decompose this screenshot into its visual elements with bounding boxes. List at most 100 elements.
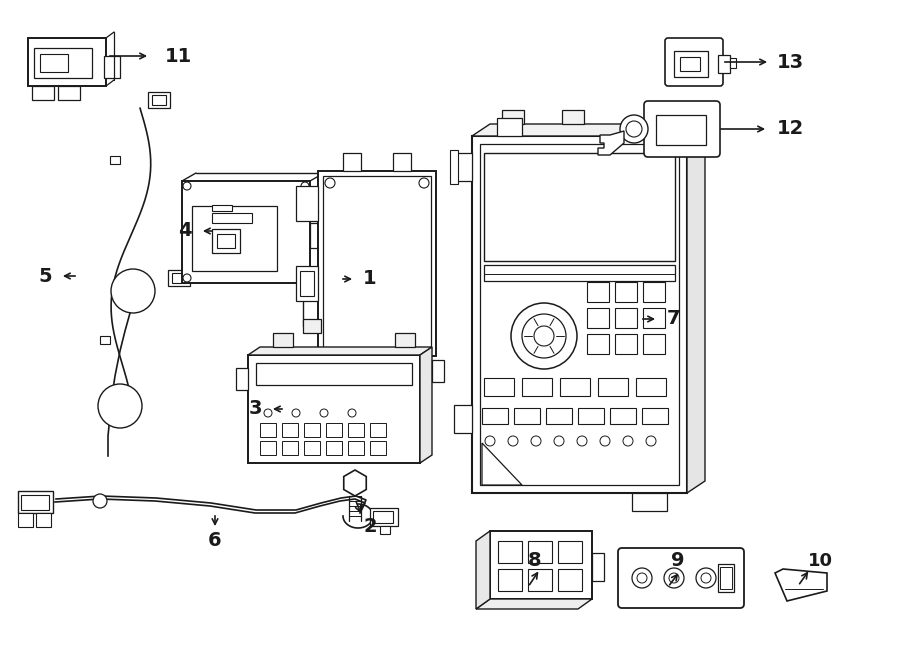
Polygon shape	[476, 531, 490, 609]
Text: 8: 8	[528, 551, 542, 570]
Bar	[587, 308, 609, 328]
Bar	[720, 567, 732, 589]
Bar	[348, 441, 364, 455]
FancyBboxPatch shape	[665, 38, 723, 86]
Text: 10: 10	[807, 552, 833, 570]
Bar	[28, 38, 106, 86]
Text: 11: 11	[165, 46, 193, 65]
Circle shape	[508, 436, 518, 446]
Bar	[34, 48, 92, 78]
Bar	[592, 553, 604, 581]
Polygon shape	[248, 347, 432, 355]
Polygon shape	[476, 599, 592, 609]
Bar	[730, 58, 736, 68]
Text: 13: 13	[777, 52, 804, 71]
Circle shape	[292, 409, 300, 417]
Bar	[498, 569, 522, 591]
Bar	[192, 206, 277, 271]
Bar	[484, 153, 675, 261]
Circle shape	[620, 115, 648, 143]
Bar	[514, 408, 540, 424]
Bar	[718, 55, 730, 73]
Bar	[36, 513, 51, 527]
Circle shape	[577, 436, 587, 446]
Circle shape	[646, 436, 656, 446]
Circle shape	[301, 182, 309, 190]
Bar	[615, 282, 637, 302]
Bar	[110, 156, 120, 164]
Bar	[636, 378, 666, 396]
Text: 1: 1	[364, 270, 377, 288]
Circle shape	[534, 326, 554, 346]
Bar	[558, 569, 582, 591]
Bar	[642, 408, 668, 424]
Bar	[522, 378, 552, 396]
Polygon shape	[420, 347, 432, 463]
Bar	[370, 423, 386, 437]
Polygon shape	[472, 124, 705, 136]
Bar	[454, 405, 472, 433]
Bar	[587, 282, 609, 302]
Bar	[260, 423, 276, 437]
Bar	[598, 378, 628, 396]
Circle shape	[183, 274, 191, 282]
Polygon shape	[482, 443, 522, 485]
Bar	[32, 86, 54, 100]
Text: 9: 9	[671, 551, 685, 570]
Circle shape	[320, 409, 328, 417]
Bar	[282, 423, 298, 437]
Bar	[348, 423, 364, 437]
Circle shape	[419, 178, 429, 188]
Bar	[212, 205, 232, 211]
Text: 12: 12	[777, 120, 804, 139]
Bar	[656, 115, 706, 145]
Bar	[256, 363, 412, 385]
Bar	[578, 408, 604, 424]
Polygon shape	[490, 531, 592, 599]
Circle shape	[485, 436, 495, 446]
Circle shape	[623, 436, 633, 446]
Bar	[380, 526, 390, 534]
Bar	[657, 122, 677, 136]
Text: 5: 5	[38, 266, 52, 286]
Bar	[432, 360, 444, 382]
Bar	[502, 110, 524, 124]
Circle shape	[301, 274, 309, 282]
Bar	[172, 273, 186, 283]
Circle shape	[600, 436, 610, 446]
Bar	[370, 441, 386, 455]
Bar	[300, 271, 314, 296]
Bar	[323, 176, 431, 351]
Circle shape	[348, 409, 356, 417]
Circle shape	[347, 475, 363, 491]
Bar	[373, 511, 393, 523]
Bar	[148, 92, 170, 108]
Bar	[674, 51, 708, 77]
Bar	[236, 368, 248, 390]
Bar	[497, 118, 522, 136]
Bar	[310, 223, 324, 248]
Bar	[370, 508, 398, 526]
Circle shape	[664, 568, 684, 588]
Bar	[217, 234, 235, 248]
Bar	[680, 57, 700, 71]
Bar	[643, 334, 665, 354]
Bar	[610, 408, 636, 424]
Bar	[528, 541, 552, 563]
Text: 3: 3	[248, 399, 262, 418]
Bar	[643, 282, 665, 302]
Bar	[450, 150, 458, 184]
Polygon shape	[182, 181, 310, 283]
Bar	[58, 86, 80, 100]
Circle shape	[111, 269, 155, 313]
Polygon shape	[598, 131, 624, 155]
Bar	[212, 229, 240, 253]
Bar	[318, 171, 436, 356]
Bar	[168, 270, 190, 286]
Circle shape	[264, 409, 272, 417]
Bar	[304, 423, 320, 437]
Bar	[558, 541, 582, 563]
Bar	[100, 336, 110, 344]
Bar	[304, 441, 320, 455]
Text: 6: 6	[208, 531, 221, 551]
